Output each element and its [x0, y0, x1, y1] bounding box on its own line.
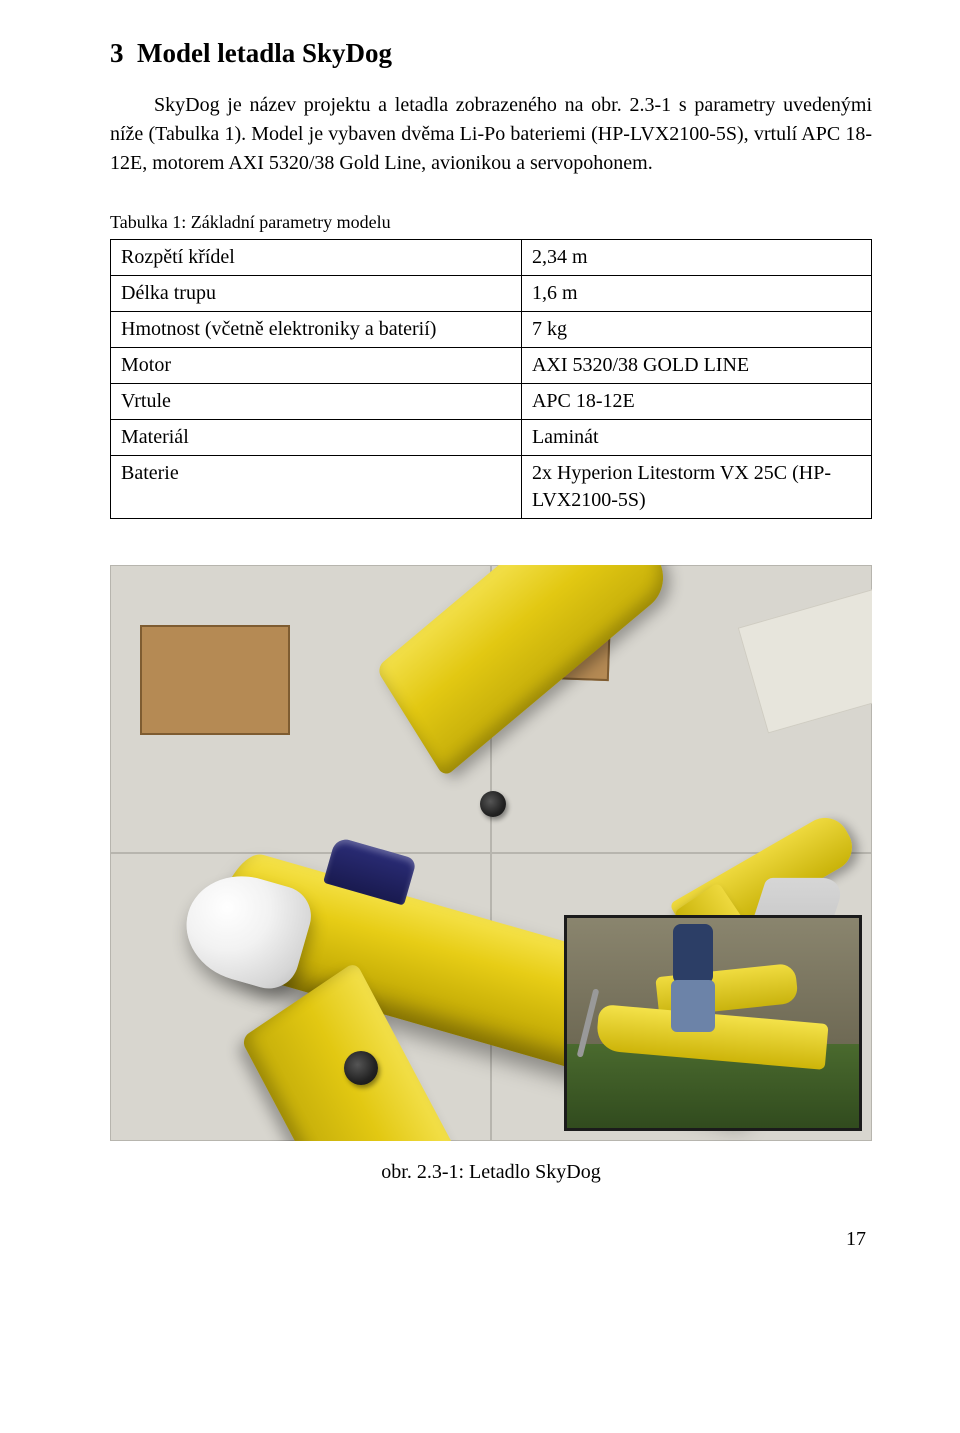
figure-skydog: [110, 565, 872, 1141]
table-row: Vrtule APC 18-12E: [111, 384, 872, 420]
param-label: Hmotnost (včetně elektroniky a baterií): [111, 312, 522, 348]
param-label: Rozpětí křídel: [111, 240, 522, 276]
figure-inset: [564, 915, 862, 1131]
table-row: Rozpětí křídel 2,34 m: [111, 240, 872, 276]
param-label: Baterie: [111, 456, 522, 519]
table-row: Baterie 2x Hyperion Litestorm VX 25C (HP…: [111, 456, 872, 519]
param-value: APC 18-12E: [521, 384, 871, 420]
table-row: Materiál Laminát: [111, 420, 872, 456]
param-value: AXI 5320/38 GOLD LINE: [521, 348, 871, 384]
figure-caption: obr. 2.3-1: Letadlo SkyDog: [110, 1161, 872, 1184]
table-row: Délka trupu 1,6 m: [111, 276, 872, 312]
param-value: 1,6 m: [521, 276, 871, 312]
plane-wheel: [344, 1051, 378, 1085]
param-value: 2,34 m: [521, 240, 871, 276]
table-caption: Tabulka 1: Základní parametry modelu: [110, 212, 872, 233]
param-value: Laminát: [521, 420, 871, 456]
section-heading: 3 Model letadla SkyDog: [110, 38, 872, 69]
param-label: Motor: [111, 348, 522, 384]
param-label: Délka trupu: [111, 276, 522, 312]
param-value: 7 kg: [521, 312, 871, 348]
intro-paragraph: SkyDog je název projektu a letadla zobra…: [110, 91, 872, 178]
page-number: 17: [110, 1228, 872, 1251]
inset-person: [663, 924, 723, 1032]
section-title-text: Model letadla SkyDog: [137, 38, 392, 68]
table-row: Motor AXI 5320/38 GOLD LINE: [111, 348, 872, 384]
param-label: Vrtule: [111, 384, 522, 420]
table-row: Hmotnost (včetně elektroniky a baterií) …: [111, 312, 872, 348]
section-number: 3: [110, 38, 124, 68]
param-value: 2x Hyperion Litestorm VX 25C (HP-LVX2100…: [521, 456, 871, 519]
param-label: Materiál: [111, 420, 522, 456]
cardboard-box: [140, 625, 290, 735]
plane-wheel: [480, 791, 506, 817]
parameters-table: Rozpětí křídel 2,34 m Délka trupu 1,6 m …: [110, 239, 872, 519]
